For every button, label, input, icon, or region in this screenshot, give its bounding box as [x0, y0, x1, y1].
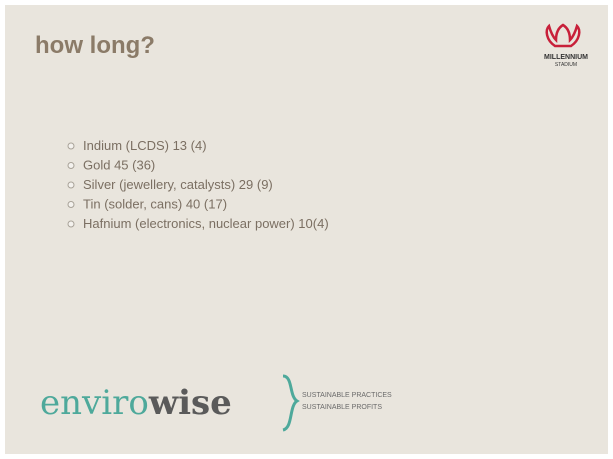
- stadium-logo: MILLENNIUM STADIUM: [544, 23, 588, 68]
- bullet-text: Gold 45 (36): [83, 158, 155, 173]
- brand-part: wise: [148, 383, 232, 423]
- logo-subtext: STADIUM: [555, 62, 577, 68]
- bullet-list: Indium (LCDS) 13 (4) Gold 45 (36) Silver (…: [67, 138, 329, 231]
- bullet-text: Silver (jewellery, catalysts) 29 (9): [83, 177, 273, 192]
- bullet-text: Indium (LCDS) 13 (4): [83, 138, 207, 153]
- bullet-marker: [67, 162, 75, 169]
- logo-mark: [545, 23, 581, 48]
- envirowise-logo: envirowise SUSTAINABLE PRACTICES SUSTAIN…: [40, 374, 392, 432]
- slide-title: how long?: [35, 32, 155, 59]
- brand-part: enviro: [40, 383, 149, 423]
- slide-background: [5, 5, 608, 454]
- bullet-marker: [67, 220, 75, 228]
- bullet-text: Tin (solder, cans) 40 (17): [83, 197, 227, 212]
- bullet-marker: [67, 201, 75, 208]
- bullet-text: Hafnium (electronics, nuclear power) 10(…: [83, 216, 329, 231]
- tagline: SUSTAINABLE PROFITS: [302, 404, 382, 411]
- logo-text: MILLENNIUM: [544, 54, 588, 61]
- brand: envirowise: [40, 383, 232, 423]
- brace: [282, 374, 300, 432]
- bullet-marker: [67, 181, 75, 189]
- tagline: SUSTAINABLE PRACTICES: [302, 392, 392, 399]
- bullet-marker: [67, 142, 75, 150]
